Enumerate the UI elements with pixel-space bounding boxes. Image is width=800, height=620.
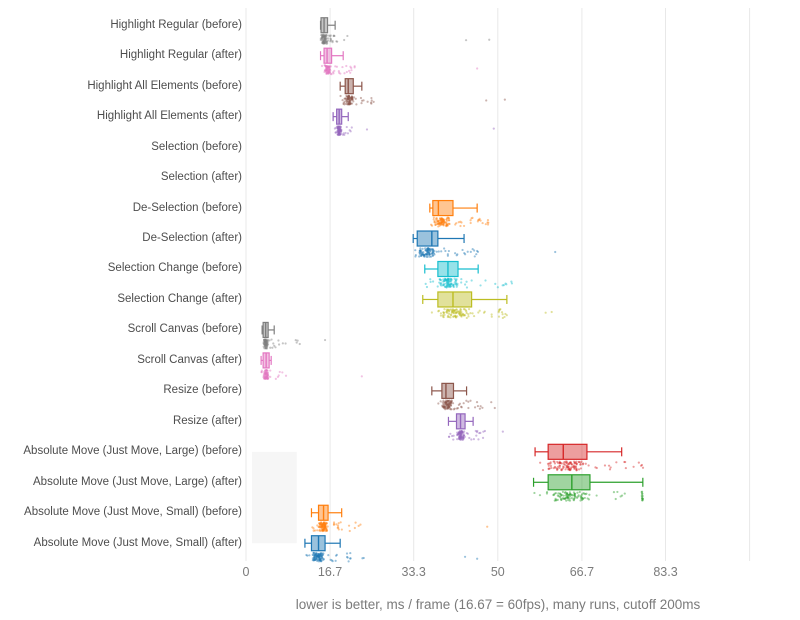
- sample-points: [430, 216, 490, 228]
- box-trace[interactable]: [412, 230, 557, 259]
- sample-points: [430, 307, 553, 320]
- x-tick-label: 0: [242, 565, 250, 579]
- box-rect: [547, 443, 588, 460]
- category-label: Highlight Regular (after): [119, 49, 242, 62]
- box-rect: [416, 230, 439, 247]
- box-trace[interactable]: [429, 199, 490, 228]
- box-trace[interactable]: [319, 47, 479, 76]
- category-label: Resize (before): [163, 384, 242, 397]
- sample-points: [339, 94, 506, 106]
- category-label: Selection Change (before): [107, 262, 242, 275]
- box-trace[interactable]: [304, 535, 479, 563]
- sample-points: [319, 33, 491, 45]
- sample-points: [262, 338, 327, 350]
- category-label: Highlight All Elements (before): [87, 79, 242, 92]
- box-rect: [323, 47, 333, 64]
- x-tick-label: 33.3: [401, 565, 426, 579]
- box-trace[interactable]: [424, 260, 514, 289]
- sample-points: [533, 490, 644, 502]
- category-label: Highlight Regular (before): [110, 18, 242, 31]
- box-trace[interactable]: [260, 352, 363, 380]
- x-tick-label: 50: [490, 565, 505, 579]
- box-trace[interactable]: [339, 78, 506, 106]
- category-label: Scroll Canvas (after): [137, 353, 242, 366]
- box-trace[interactable]: [332, 108, 495, 137]
- category-label: De-Selection (after): [142, 232, 242, 245]
- category-label: Selection (after): [160, 171, 242, 184]
- sample-points: [333, 125, 495, 137]
- box-rect: [547, 474, 591, 491]
- category-label: Selection (before): [151, 140, 242, 153]
- x-tick-label: 83.3: [653, 565, 678, 579]
- box-trace[interactable]: [261, 321, 327, 350]
- box-trace[interactable]: [534, 443, 645, 472]
- sample-points: [414, 246, 557, 259]
- box-rect: [437, 291, 473, 308]
- category-label: Resize (after): [172, 414, 242, 427]
- category-label: De-Selection (before): [132, 201, 242, 214]
- category-label: Scroll Canvas (before): [127, 323, 242, 336]
- box-trace[interactable]: [447, 413, 504, 441]
- box-trace[interactable]: [532, 474, 644, 502]
- category-label: Highlight All Elements (after): [96, 110, 242, 123]
- x-tick-label: 66.7: [569, 565, 595, 579]
- sample-points: [424, 277, 514, 289]
- sample-points: [320, 64, 479, 76]
- box-trace[interactable]: [319, 17, 491, 45]
- category-label: Absolute Move (Just Move, Large) (before…: [23, 445, 242, 458]
- category-label: Absolute Move (Just Move, Large) (after): [33, 475, 242, 488]
- category-label: Absolute Move (Just Move, Small) (after): [33, 536, 242, 549]
- sample-points: [260, 369, 363, 380]
- box-trace[interactable]: [310, 504, 489, 533]
- x-axis-title: lower is better, ms / frame (16.67 = 60f…: [295, 597, 701, 612]
- box-rect: [441, 382, 455, 399]
- box-rect: [432, 199, 454, 217]
- x-tick-label: 16.7: [317, 565, 343, 579]
- category-label: Absolute Move (Just Move, Small) (before…: [24, 506, 242, 519]
- box-trace[interactable]: [431, 382, 496, 411]
- box-rect: [344, 78, 354, 95]
- sample-points: [539, 460, 645, 472]
- shaded-region: [252, 452, 297, 543]
- sample-points: [311, 521, 489, 533]
- sample-points: [305, 551, 479, 563]
- category-label: Selection Change (after): [117, 292, 242, 305]
- sample-points: [437, 399, 496, 411]
- sample-points: [447, 429, 504, 441]
- box-trace[interactable]: [422, 291, 553, 320]
